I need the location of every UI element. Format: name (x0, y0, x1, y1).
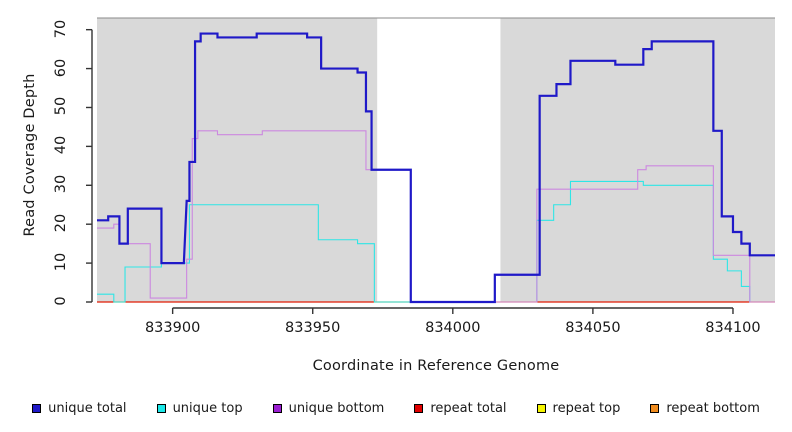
y-tick-label-30: 30 (53, 175, 69, 194)
legend-swatch-icon-repeat-bottom (650, 403, 660, 413)
y-tick-label-50: 50 (53, 97, 69, 116)
legend-item-unique-bottom[interactable]: unique bottom (272, 400, 385, 416)
x-tick-label-834000: 834000 (425, 320, 481, 336)
legend-label: unique total (48, 400, 127, 416)
legend-item-repeat-total[interactable]: repeat total (414, 400, 507, 416)
legend-label: unique bottom (288, 400, 385, 416)
legend-swatch-icon-repeat-top (536, 403, 546, 413)
legend-item-unique-total[interactable]: unique total (32, 400, 127, 416)
legend-item-unique-top[interactable]: unique top (156, 400, 243, 416)
legend-label: repeat total (430, 400, 507, 416)
legend-label: unique top (172, 400, 243, 416)
legend-item-repeat-bottom[interactable]: repeat bottom (650, 401, 760, 416)
y-tick-label-40: 40 (53, 136, 69, 155)
legend-label: repeat top (552, 400, 621, 416)
chart-legend: unique total unique top unique bottom repea… (0, 398, 792, 418)
y-tick-label-70: 70 (53, 19, 69, 38)
y-tick-label-0: 0 (53, 296, 69, 306)
series-unique-bottom (97, 130, 775, 303)
x-tick-label-834100: 834100 (705, 320, 761, 336)
legend-swatch-icon-unique-bottom (272, 403, 282, 413)
legend-swatch-icon-repeat-total (414, 403, 424, 413)
legend-label: repeat bottom (666, 400, 760, 416)
legend-item-repeat-top[interactable]: repeat top (536, 400, 621, 416)
x-tick-label-833900: 833900 (144, 320, 201, 336)
series-unique-total (97, 32, 775, 304)
y-tick-label-60: 60 (53, 58, 69, 77)
x-tick-label-834050: 834050 (565, 320, 621, 336)
shaded-region-0 (97, 18, 378, 302)
x-tick-label-833950: 833950 (285, 320, 341, 336)
legend-swatch-icon-unique-total (32, 403, 42, 413)
x-axis-title: Coordinate in Reference Genome (312, 358, 560, 374)
legend-swatch-icon-unique-top (156, 403, 166, 413)
shaded-region-1 (500, 18, 775, 302)
y-tick-label-20: 20 (53, 213, 69, 233)
y-tick-label-10: 10 (53, 252, 69, 272)
